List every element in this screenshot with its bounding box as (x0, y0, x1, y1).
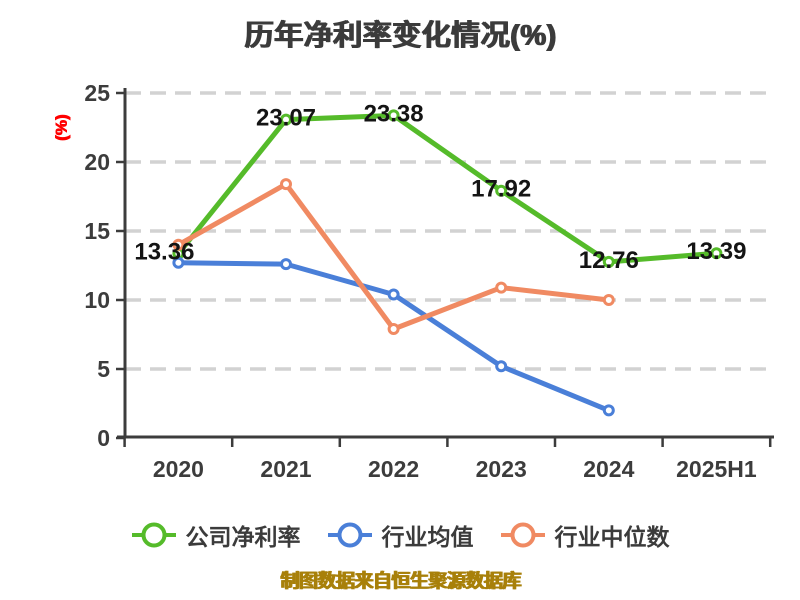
y-tick-label: 25 (84, 80, 110, 106)
data-point-company-net-margin-2024 (602, 255, 615, 268)
data-point-company-net-margin-2021 (280, 113, 292, 126)
legend-label-industry-mean: 行业均值 (381, 524, 474, 550)
x-tick-label: 2025H1 (676, 456, 757, 482)
x-tick-label: 2020 (153, 456, 204, 482)
legend-marker-industry-mean (327, 522, 372, 548)
data-point-industry-median-2021 (280, 178, 292, 191)
legend-item-industry-mean: 行业均值 (327, 518, 474, 552)
data-point-industry-median-2022 (387, 322, 400, 335)
data-label: 12.76 (579, 247, 639, 274)
data-point-industry-median-2023 (495, 281, 508, 294)
x-tick-label: 2024 (583, 456, 634, 482)
y-tick-label: 10 (84, 287, 110, 313)
data-point-company-net-margin-2023 (495, 184, 508, 197)
data-point-industry-mean-2024 (602, 404, 615, 417)
y-tick-label: 5 (97, 356, 110, 382)
legend-circle (337, 522, 362, 548)
data-point-company-net-margin-2025H1 (710, 247, 723, 260)
data-label: 13.36 (134, 239, 194, 266)
x-tick-label: 2021 (260, 456, 311, 482)
data-point-company-net-margin-2022 (387, 109, 400, 122)
legend-label-company-net-margin: 公司净利率 (185, 524, 301, 550)
data-label: 13.39 (686, 238, 746, 265)
legend-item-company-net-margin: 公司净利率 (131, 518, 301, 552)
series-line-industry-median (175, 181, 612, 332)
data-label: 17.92 (471, 176, 531, 203)
legend-label-industry-median: 行业中位数 (554, 524, 670, 550)
legend-marker-industry-median (500, 522, 545, 548)
chart-legend: 公司净利率 行业均值 行业中位数 (0, 518, 800, 552)
data-point-industry-median-2024 (602, 294, 615, 306)
data-label: 23.07 (256, 105, 316, 132)
y-tick-label: 20 (84, 149, 110, 175)
data-point-industry-median-2020 (172, 238, 185, 251)
data-point-industry-mean-2022 (387, 288, 400, 301)
y-tick-label: 0 (97, 425, 110, 451)
data-source-note: 制图数据来自恒生聚源数据库 (279, 571, 521, 592)
legend-circle (510, 522, 535, 548)
data-point-industry-mean-2021 (280, 258, 292, 271)
data-point-industry-mean-2020 (172, 256, 185, 269)
chart-title: 历年净利率变化情况(%) (243, 20, 557, 52)
x-tick-label: 2023 (476, 456, 527, 482)
legend-circle (141, 522, 166, 548)
y-tick-label: 15 (84, 218, 110, 244)
series-line-industry-mean (175, 260, 612, 413)
x-tick-label: 2022 (368, 456, 419, 482)
legend-item-industry-median: 行业中位数 (500, 518, 670, 552)
series-line-company-net-margin (175, 112, 719, 265)
data-label: 23.38 (364, 100, 424, 127)
legend-marker-company-net-margin (131, 522, 176, 548)
data-point-industry-mean-2023 (495, 360, 508, 373)
